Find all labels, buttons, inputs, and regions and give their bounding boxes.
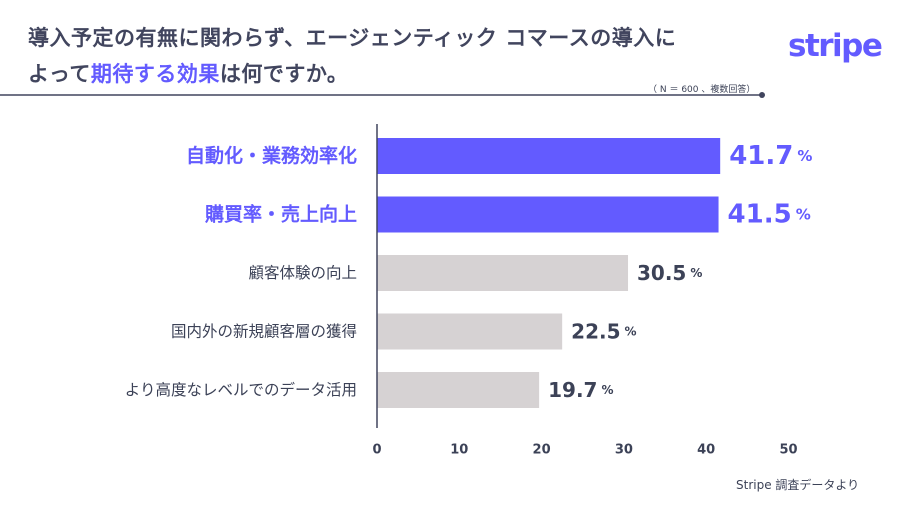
x-tick-label-30: 30 [615,443,633,458]
value-label-1: 41.7% [729,141,812,171]
category-label-5: より高度なレベルでのデータ活用 [125,380,357,399]
x-axis-ticks: 0 10 20 30 40 50 [372,443,797,458]
title-divider [0,92,765,98]
chart-title-line-1: 導入予定の有無に関わらず、エージェンティック コマースの導入に [28,26,677,50]
x-tick-label-10: 10 [450,443,468,458]
category-label-4: 国内外の新規顧客層の獲得 [171,323,357,341]
title-highlight: 期待する効果 [90,62,220,86]
category-label-1: 自動化・業務効率化 [186,144,357,167]
bar-1 [377,138,721,174]
source-note: Stripe 調査データより [736,478,860,492]
x-tick-label-50: 50 [779,443,797,458]
value-label-3: 30.5% [637,261,702,285]
value-label-2: 41.5% [728,200,811,230]
chart-title-line-2: よって期待する効果は何ですか。 [28,58,348,88]
sample-note: （ N ＝ 600 、複数回答） [648,85,756,95]
bar-5 [377,372,540,408]
bar-4 [377,313,563,350]
x-tick-label-40: 40 [697,443,715,458]
value-label-4: 22.5% [571,320,636,344]
bar-2 [377,196,719,233]
value-label-5: 19.7% [548,378,613,402]
title-text-after: は何ですか。 [219,62,349,86]
bar-3 [377,255,629,291]
x-tick-label-20: 20 [533,443,551,458]
category-label-3: 顧客体験の向上 [248,264,357,282]
x-tick-label-0: 0 [372,443,381,458]
bars-group: 自動化・業務効率化 41.7 % 購買率・売上向上 41.5 % 顧客体験の向上 30.5 % 国… [125,138,812,408]
title-text-before: よって [28,62,91,86]
category-label-2: 購買率・売上向上 [205,203,357,226]
stripe-logo: stripe [788,28,883,64]
